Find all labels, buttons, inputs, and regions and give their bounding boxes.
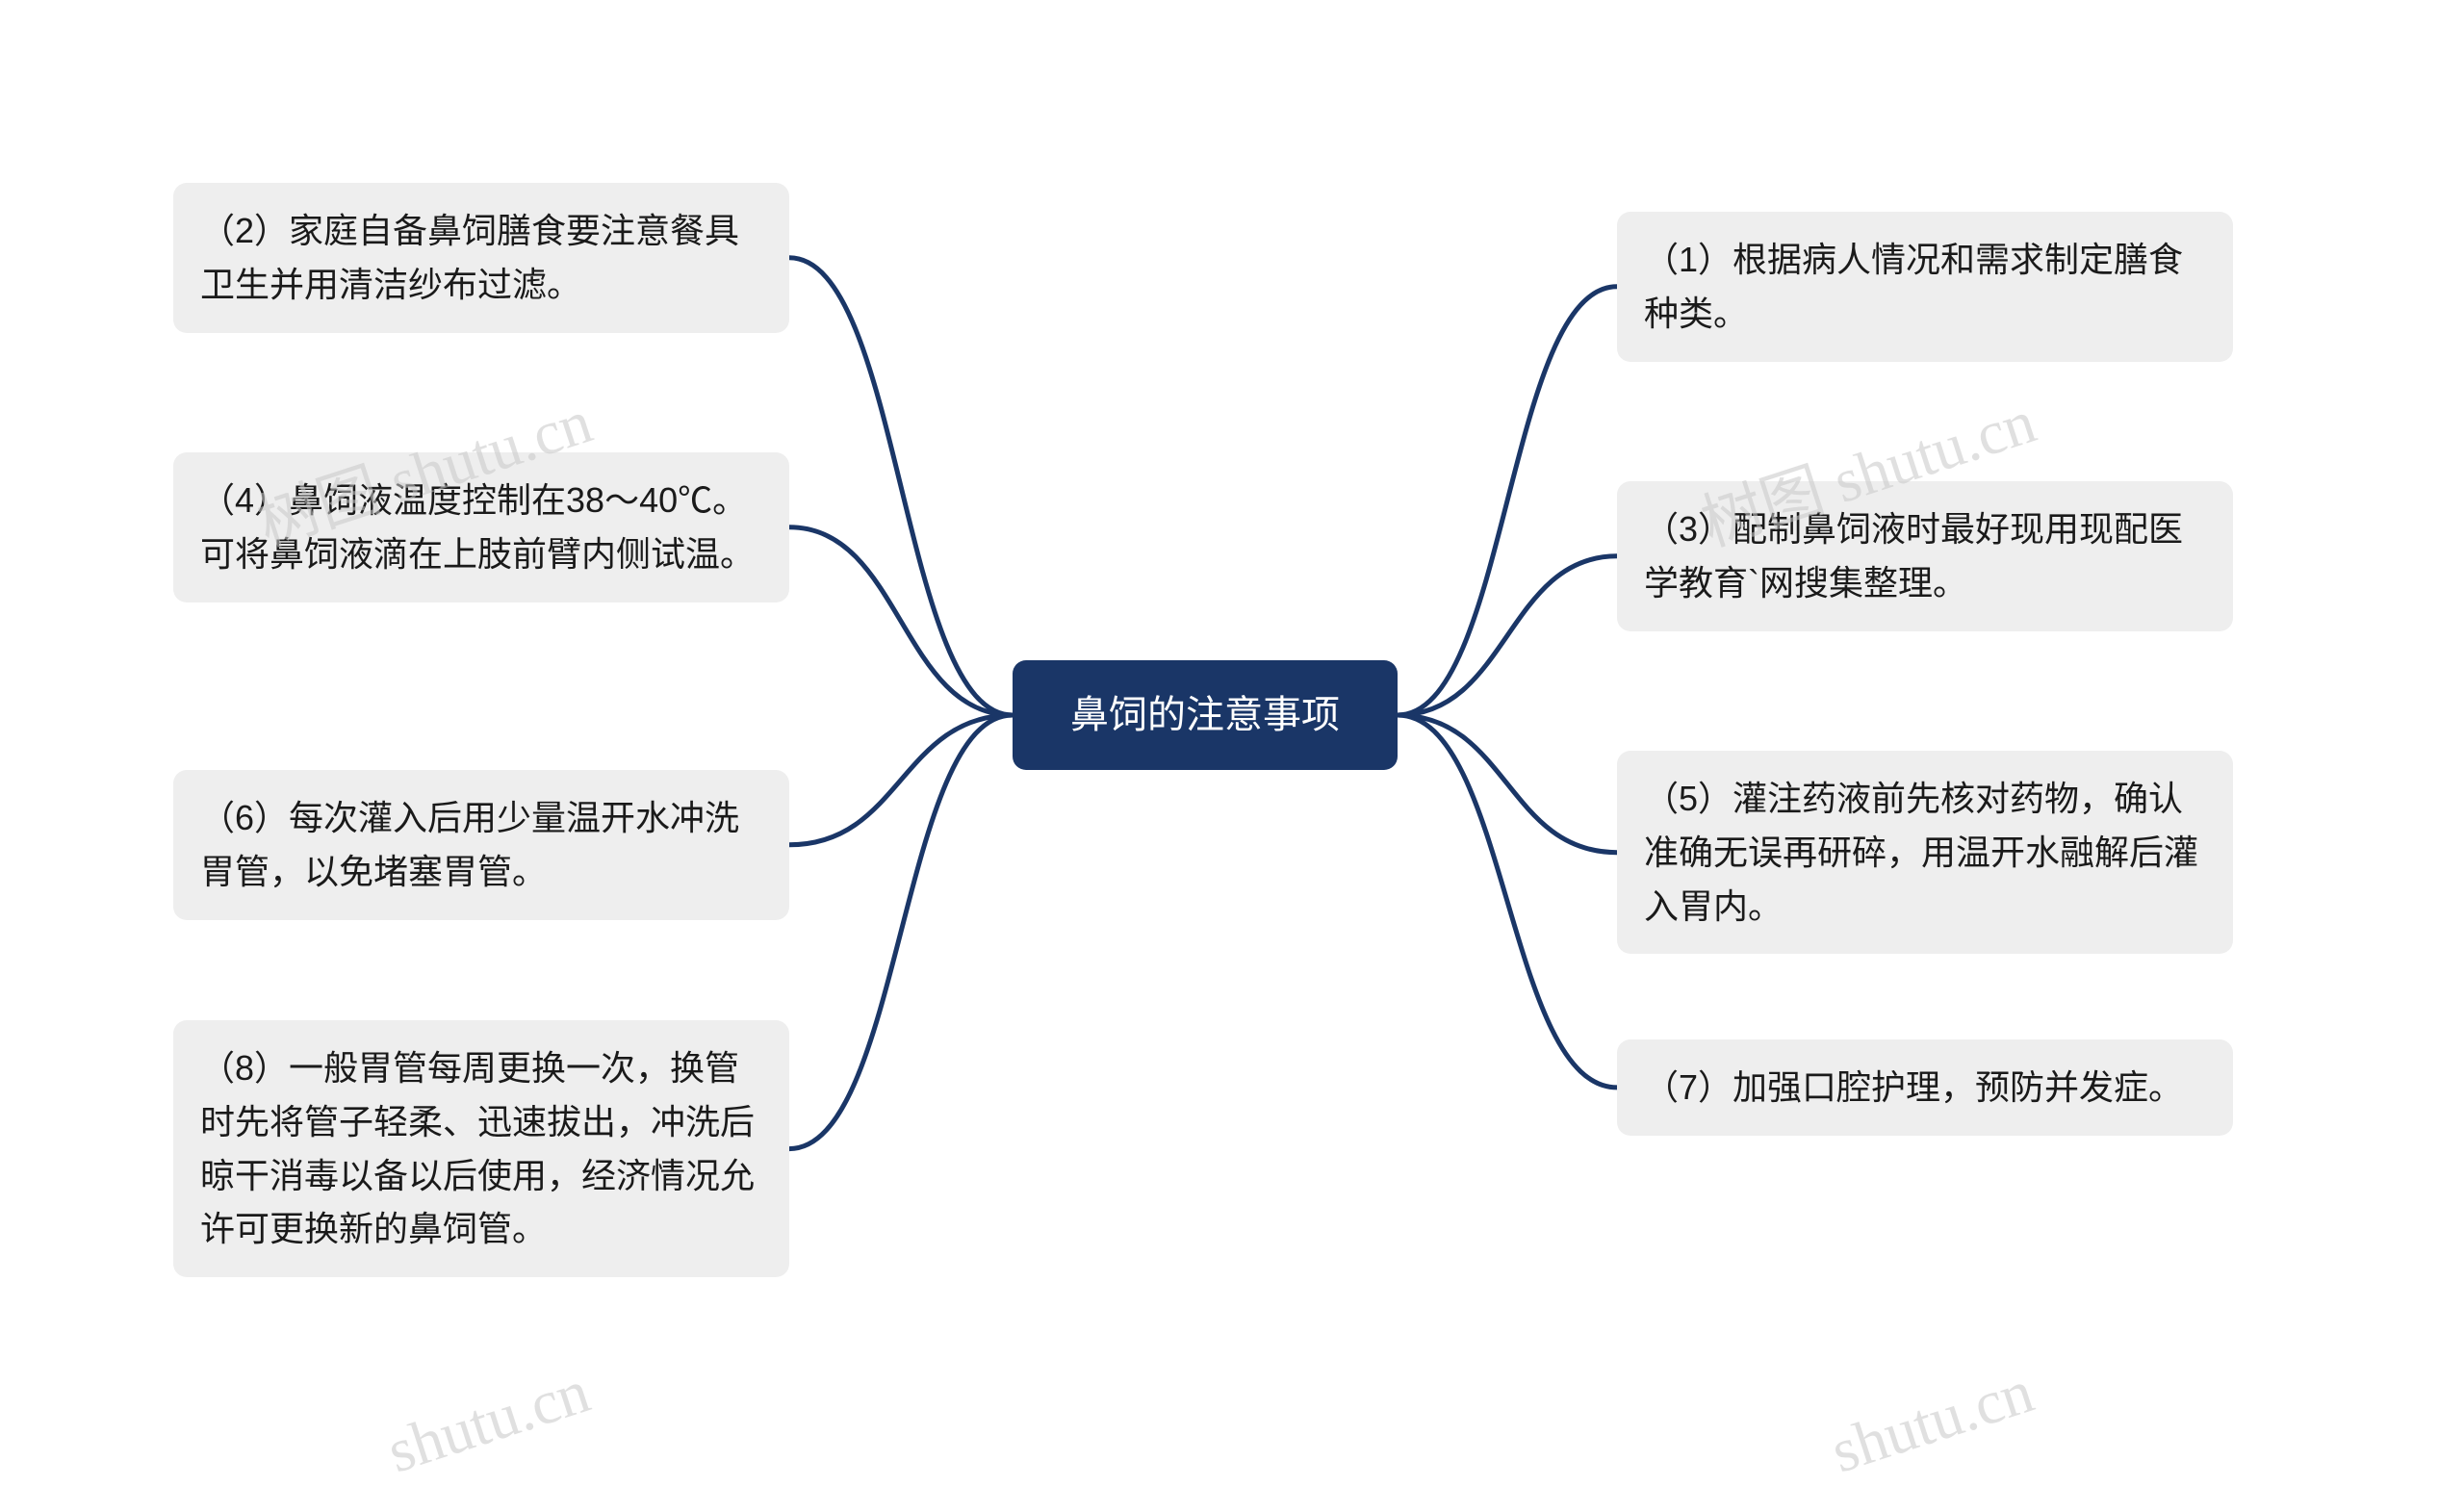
connector [1398,556,1617,715]
leaf-node-text: （8）一般胃管每周更换一次，换管时先将管子轻柔、迅速拔出，冲洗后晾干消毒以备以后… [200,1048,755,1248]
watermark: shutu.cn [1823,1356,2041,1487]
leaf-node-n7: （7）加强口腔护理，预防并发症。 [1617,1039,2233,1136]
leaf-node-n5: （5）灌注药液前先核对药物，确认准确无误再研碎，用温开水融解后灌入胃内。 [1617,751,2233,954]
leaf-node-text: （4）鼻饲液温度控制在38～40℃。可将鼻饲液滴在上肢前臂内侧试温。 [200,480,755,574]
connector [1398,287,1617,715]
leaf-node-text: （5）灌注药液前先核对药物，确认准确无误再研碎，用温开水融解后灌入胃内。 [1644,779,2198,926]
connector [789,715,1013,1149]
leaf-node-text: （6）每次灌入后用少量温开水冲洗胃管，以免堵塞胃管。 [200,798,739,891]
leaf-node-n4: （4）鼻饲液温度控制在38～40℃。可将鼻饲液滴在上肢前臂内侧试温。 [173,452,789,602]
leaf-node-text: （2）家庭自备鼻饲膳食要注意餐具卫生并用清洁纱布过滤。 [200,211,739,304]
connector [1398,715,1617,853]
leaf-node-text: （1）根据病人情况和需求制定膳食种类。 [1644,240,2183,333]
leaf-node-text: （3）配制鼻饲液时最好现用现配医学教育`网搜集整理。 [1644,509,2183,602]
leaf-node-text: （7）加强口腔护理，预防并发症。 [1644,1067,2183,1107]
connector [1398,715,1617,1088]
connector [789,527,1013,715]
center-node-label: 鼻饲的注意事项 [1070,694,1340,736]
leaf-node-n2: （2）家庭自备鼻饲膳食要注意餐具卫生并用清洁纱布过滤。 [173,183,789,333]
center-node: 鼻饲的注意事项 [1013,660,1398,770]
leaf-node-n3: （3）配制鼻饲液时最好现用现配医学教育`网搜集整理。 [1617,481,2233,631]
watermark: shutu.cn [379,1356,598,1487]
leaf-node-n1: （1）根据病人情况和需求制定膳食种类。 [1617,212,2233,362]
connector [789,258,1013,715]
leaf-node-n6: （6）每次灌入后用少量温开水冲洗胃管，以免堵塞胃管。 [173,770,789,920]
connector [789,715,1013,845]
leaf-node-n8: （8）一般胃管每周更换一次，换管时先将管子轻柔、迅速拔出，冲洗后晾干消毒以备以后… [173,1020,789,1277]
